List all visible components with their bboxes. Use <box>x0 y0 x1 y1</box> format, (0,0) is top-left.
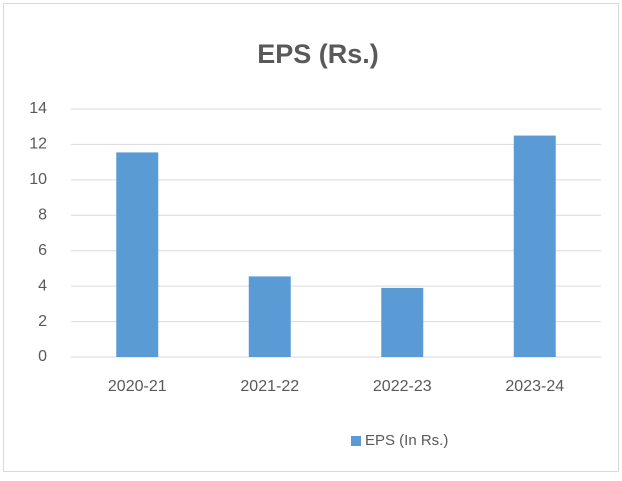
chart-title: EPS (Rs.) <box>257 39 379 69</box>
y-tick-label: 8 <box>38 207 47 224</box>
y-tick-label: 12 <box>29 136 47 153</box>
x-tick-label: 2020-21 <box>108 378 167 395</box>
y-tick-label: 0 <box>38 348 47 365</box>
legend-swatch <box>351 436 361 446</box>
y-tick-label: 10 <box>29 171 47 188</box>
x-tick-label: 2022-23 <box>373 378 432 395</box>
bar <box>248 276 291 357</box>
bar <box>116 152 159 357</box>
y-tick-label: 2 <box>38 313 47 330</box>
legend-label: EPS (In Rs.) <box>365 432 448 449</box>
bar <box>381 287 424 357</box>
y-tick-label: 14 <box>29 100 47 117</box>
y-tick-label: 4 <box>38 277 47 294</box>
x-tick-label: 2021-22 <box>240 378 299 395</box>
bar <box>513 135 556 357</box>
y-tick-label: 6 <box>38 242 47 259</box>
x-tick-label: 2023-24 <box>505 378 564 395</box>
